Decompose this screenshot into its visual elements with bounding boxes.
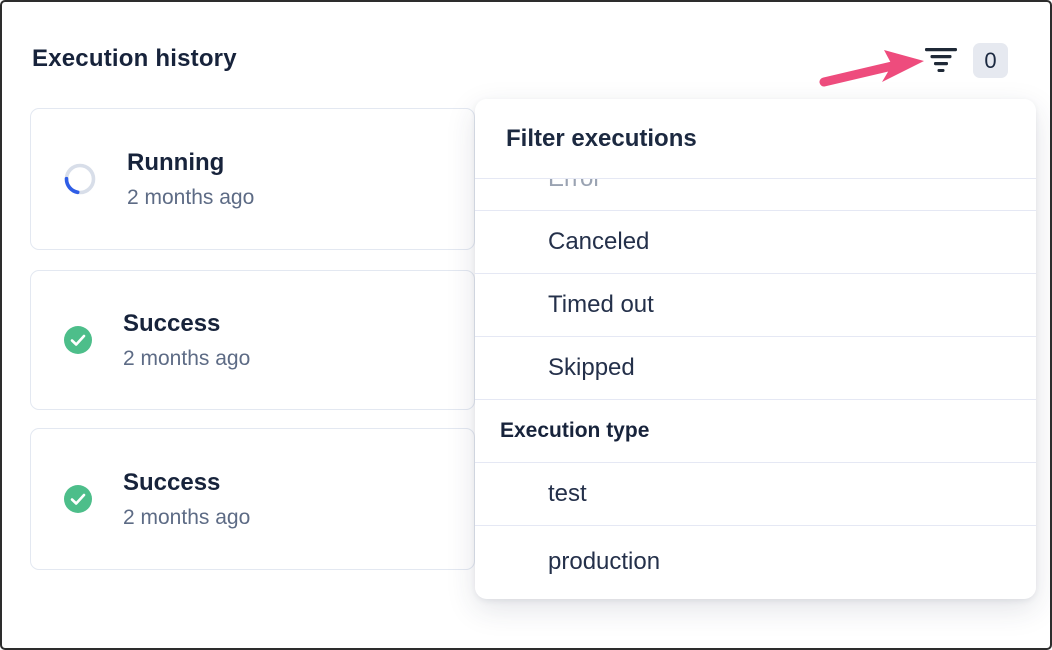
spinner-icon xyxy=(63,162,97,196)
annotation-arrow xyxy=(819,50,924,87)
filter-option-error-clipped[interactable]: Error xyxy=(475,179,1036,211)
execution-status: Success xyxy=(123,468,221,496)
execution-status: Success xyxy=(123,309,221,337)
execution-status: Running xyxy=(127,148,225,176)
page-title: Execution history xyxy=(32,45,237,72)
execution-card-success-2[interactable]: Success 2 months ago xyxy=(30,428,475,570)
filter-section-execution-type: Execution type xyxy=(475,400,1036,463)
filter-option-skipped[interactable]: Skipped xyxy=(475,337,1036,400)
filter-executions-button[interactable] xyxy=(916,38,966,78)
execution-time: 2 months ago xyxy=(123,505,251,529)
filter-funnel-icon xyxy=(925,48,957,72)
filter-option-test[interactable]: test xyxy=(475,463,1036,526)
execution-card-running[interactable]: Running 2 months ago xyxy=(30,108,475,250)
filter-option-timed-out[interactable]: Timed out xyxy=(475,274,1036,337)
filter-option-canceled[interactable]: Canceled xyxy=(475,211,1036,274)
check-circle-icon xyxy=(63,484,93,514)
filter-panel-title: Filter executions xyxy=(475,99,1036,179)
filter-executions-dropdown: Filter executions Error Canceled Timed o… xyxy=(475,99,1036,599)
execution-card-success-1[interactable]: Success 2 months ago xyxy=(30,270,475,410)
filter-option-production[interactable]: production xyxy=(475,526,1036,597)
execution-time: 2 months ago xyxy=(123,346,251,370)
execution-count-badge: 0 xyxy=(973,43,1008,78)
check-circle-icon xyxy=(63,325,93,355)
execution-time: 2 months ago xyxy=(127,185,255,209)
